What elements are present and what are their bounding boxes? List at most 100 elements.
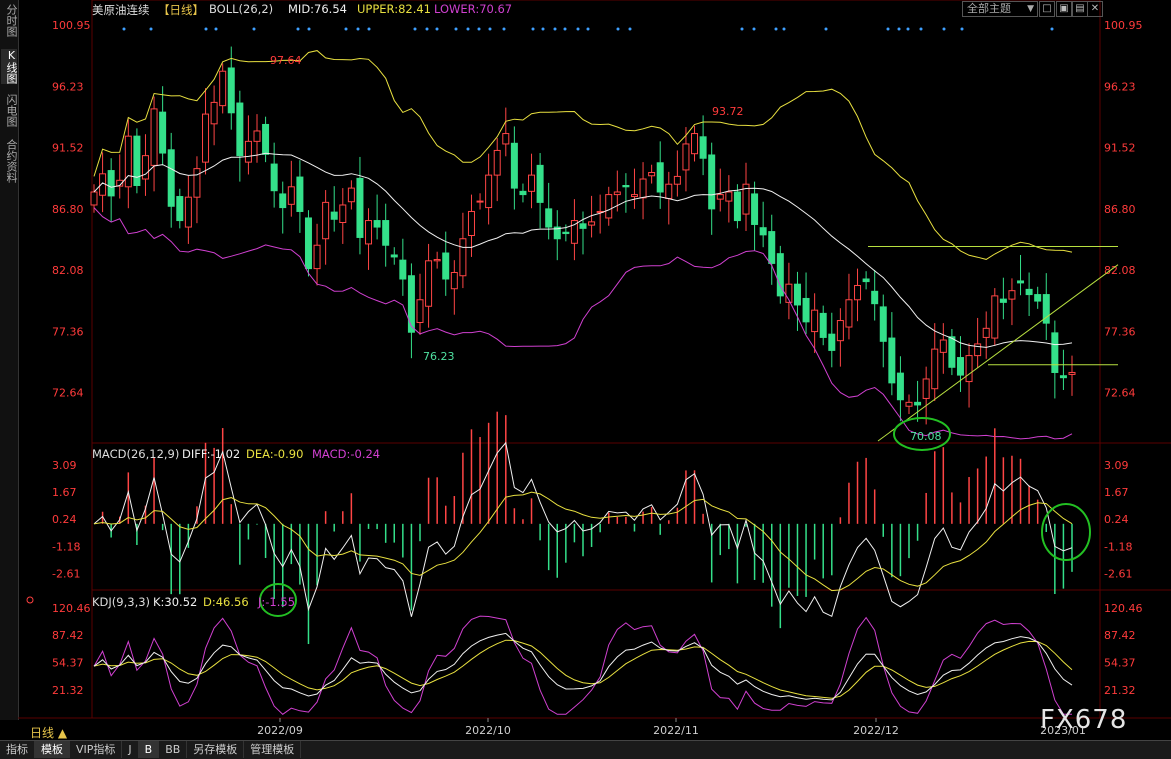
candle-body bbox=[545, 208, 553, 228]
signal-dot bbox=[413, 27, 417, 31]
candle-body bbox=[553, 226, 561, 240]
macd-axis-left-label: 0.24 bbox=[52, 513, 77, 526]
list-button[interactable]: ▤ bbox=[1072, 1, 1088, 17]
candle-body bbox=[785, 283, 793, 303]
candle-body bbox=[819, 312, 827, 338]
signal-dot bbox=[435, 27, 439, 31]
bottom-tab-4[interactable]: B bbox=[138, 741, 160, 758]
period-selector[interactable]: 日线 ▲ bbox=[30, 726, 68, 740]
boll-indicator-label[interactable]: BOLL(26,2) bbox=[209, 2, 274, 16]
candle-body bbox=[356, 177, 364, 238]
candle-body bbox=[399, 259, 407, 280]
candle-body bbox=[948, 336, 956, 368]
signal-dot bbox=[563, 27, 567, 31]
macd-axis-left-label: 3.09 bbox=[52, 459, 77, 472]
bottom-tab-2[interactable]: VIP指标 bbox=[70, 741, 123, 758]
candle-body bbox=[141, 155, 149, 180]
left-tab-1[interactable]: K线图 bbox=[1, 49, 18, 84]
macd-label[interactable]: MACD(26,12,9) bbox=[92, 447, 180, 461]
candle-body bbox=[202, 113, 210, 163]
candle-body bbox=[656, 162, 664, 193]
date-axis-label: 2022/09 bbox=[257, 724, 303, 737]
price-axis-right-label: 86.80 bbox=[1104, 203, 1136, 216]
bottom-tab-5[interactable]: BB bbox=[159, 741, 188, 758]
candle-body bbox=[442, 252, 450, 280]
candle-body bbox=[176, 196, 184, 222]
candle-body bbox=[236, 102, 244, 157]
price-axis-left-label: 96.23 bbox=[52, 80, 84, 93]
price-axis-left-label: 72.64 bbox=[52, 387, 84, 400]
candle-body bbox=[699, 136, 707, 159]
signal-dot bbox=[466, 27, 470, 31]
candle-body bbox=[382, 220, 390, 246]
left-tab-0[interactable]: 分时图 bbox=[5, 4, 18, 37]
low-marker-label: 76.23 bbox=[423, 350, 455, 363]
candle-body bbox=[347, 187, 355, 203]
candle-body bbox=[793, 283, 801, 306]
date-axis-label: 2022/10 bbox=[465, 724, 511, 737]
signal-dot bbox=[307, 27, 311, 31]
candle-body bbox=[90, 191, 98, 206]
signal-dot bbox=[149, 27, 153, 31]
candle-body bbox=[570, 220, 578, 244]
signal-dot bbox=[344, 27, 348, 31]
kdj-axis-left-label: 54.37 bbox=[52, 657, 84, 670]
left-tab-bar bbox=[0, 0, 19, 720]
price-axis-left-label: 100.95 bbox=[52, 19, 91, 32]
bottom-tab-1[interactable]: 模板 bbox=[35, 741, 70, 758]
price-axis-left-label: 82.08 bbox=[52, 264, 84, 277]
candle-body bbox=[871, 290, 879, 305]
signal-dot bbox=[296, 27, 300, 31]
signal-dot bbox=[1050, 27, 1054, 31]
macd-axis-right-label: 3.09 bbox=[1104, 459, 1129, 472]
signal-dot bbox=[531, 27, 535, 31]
kdj-j-value: J:-1.55 bbox=[258, 595, 296, 609]
signal-dot bbox=[942, 27, 946, 31]
signal-dot bbox=[553, 27, 557, 31]
kdj-d-value: D:46.56 bbox=[203, 595, 249, 609]
bottom-tab-0[interactable]: 指标 bbox=[0, 741, 35, 758]
date-axis-label: 2022/11 bbox=[653, 724, 699, 737]
kdj-axis-left-label: 87.42 bbox=[52, 629, 84, 642]
candle-body bbox=[1017, 280, 1025, 284]
candle-body bbox=[862, 278, 870, 283]
left-tab-3[interactable]: 合约资料 bbox=[5, 139, 18, 183]
settings-icon bbox=[26, 596, 34, 604]
instrument-title: 美原油连续 bbox=[92, 3, 150, 17]
candle-body bbox=[673, 175, 681, 185]
candle-body bbox=[476, 200, 484, 203]
uptrend-line bbox=[877, 264, 1119, 442]
kdj-axis-right-label: 54.37 bbox=[1104, 657, 1136, 670]
restore-button[interactable]: □ bbox=[1039, 1, 1055, 17]
bottom-tab-7[interactable]: 管理模板 bbox=[244, 741, 302, 758]
highlight-circle bbox=[259, 583, 297, 617]
candle-body bbox=[639, 178, 647, 199]
bottom-tab-6[interactable]: 另存模板 bbox=[187, 741, 245, 758]
kdj-axis-right-label: 21.32 bbox=[1104, 684, 1136, 697]
price-axis-right-label: 100.95 bbox=[1104, 19, 1143, 32]
candle-body bbox=[708, 154, 716, 210]
candle-body bbox=[330, 211, 338, 220]
left-tab-2[interactable]: 闪电图 bbox=[5, 94, 18, 127]
candle-body bbox=[116, 179, 124, 187]
candle-body bbox=[493, 149, 501, 176]
close-button[interactable]: ✕ bbox=[1087, 1, 1103, 17]
signal-dot bbox=[367, 27, 371, 31]
candle-body bbox=[742, 183, 750, 215]
boll-upper-value: UPPER:82.41 bbox=[357, 2, 431, 16]
kdj-label[interactable]: KDJ(9,3,3) bbox=[92, 595, 151, 609]
candle-body bbox=[802, 297, 810, 323]
bottom-tab-3[interactable]: J bbox=[122, 741, 139, 758]
candle-body bbox=[665, 183, 673, 199]
signal-dot bbox=[960, 27, 964, 31]
candle-body bbox=[1042, 294, 1050, 324]
price-axis-right-label: 77.36 bbox=[1104, 325, 1136, 338]
macd-axis-right-label: 1.67 bbox=[1104, 486, 1129, 499]
candle-body bbox=[279, 193, 287, 209]
candle-body bbox=[982, 327, 990, 338]
layout-button[interactable]: ▣ bbox=[1056, 1, 1072, 17]
kline-chart[interactable]: 100.95 100.95 96.23 96.23 91.52 91.52 86.80 86.… bbox=[18, 0, 1171, 740]
candle-body bbox=[854, 284, 862, 301]
kdj-axis-right-label: 87.42 bbox=[1104, 629, 1136, 642]
theme-dropdown[interactable]: 全部主题 ▼ bbox=[962, 1, 1038, 17]
